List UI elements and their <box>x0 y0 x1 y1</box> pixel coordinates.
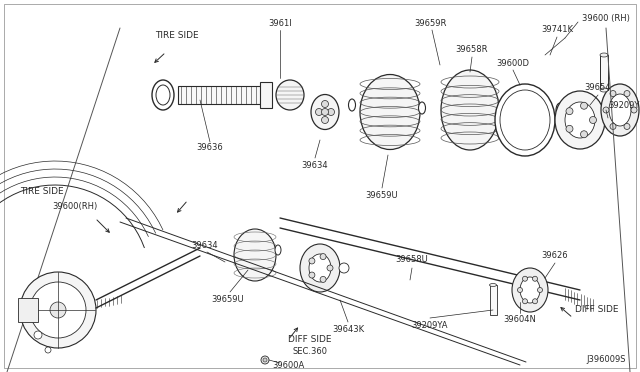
Circle shape <box>309 272 315 278</box>
Text: TIRE SIDE: TIRE SIDE <box>20 187 64 196</box>
Bar <box>430 45 605 220</box>
Circle shape <box>580 102 588 109</box>
Ellipse shape <box>609 94 631 126</box>
Bar <box>260 82 272 108</box>
Circle shape <box>589 116 596 124</box>
Text: 39643K: 39643K <box>332 326 364 334</box>
Circle shape <box>263 358 267 362</box>
Circle shape <box>566 108 573 115</box>
Ellipse shape <box>156 85 170 105</box>
Ellipse shape <box>600 53 608 57</box>
Ellipse shape <box>556 103 564 117</box>
Circle shape <box>538 288 543 292</box>
Ellipse shape <box>441 70 499 150</box>
Ellipse shape <box>152 80 174 110</box>
Ellipse shape <box>311 94 339 129</box>
Text: TIRE SIDE: TIRE SIDE <box>155 32 198 41</box>
Circle shape <box>532 299 538 304</box>
Text: 39600 (RH): 39600 (RH) <box>582 13 630 22</box>
Circle shape <box>610 90 616 97</box>
Circle shape <box>316 109 323 115</box>
Bar <box>18 298 38 322</box>
Ellipse shape <box>349 99 355 111</box>
Text: 39209YA: 39209YA <box>412 321 448 330</box>
Text: 39741K: 39741K <box>541 26 573 35</box>
Text: DIFF SIDE: DIFF SIDE <box>288 336 332 344</box>
Ellipse shape <box>500 90 550 150</box>
Circle shape <box>522 299 527 304</box>
Bar <box>490 285 497 315</box>
Bar <box>600 55 608 90</box>
Circle shape <box>580 131 588 138</box>
Circle shape <box>321 109 328 115</box>
Circle shape <box>309 258 315 264</box>
Ellipse shape <box>309 254 331 282</box>
Ellipse shape <box>275 245 281 255</box>
Ellipse shape <box>276 80 304 110</box>
Circle shape <box>320 276 326 282</box>
Ellipse shape <box>234 229 276 281</box>
Text: 39634: 39634 <box>192 241 218 250</box>
Text: 39636: 39636 <box>196 144 223 153</box>
Circle shape <box>328 109 335 115</box>
Circle shape <box>320 254 326 260</box>
Circle shape <box>321 116 328 124</box>
Text: 39634: 39634 <box>301 160 328 170</box>
Text: 39659U: 39659U <box>365 190 398 199</box>
Circle shape <box>261 356 269 364</box>
Circle shape <box>624 90 630 97</box>
Text: SEC.360: SEC.360 <box>292 347 328 356</box>
Circle shape <box>610 124 616 129</box>
Circle shape <box>327 265 333 271</box>
Circle shape <box>624 124 630 129</box>
Ellipse shape <box>490 283 497 286</box>
Text: 39600A: 39600A <box>272 360 304 369</box>
Text: DIFF SIDE: DIFF SIDE <box>575 305 618 314</box>
Ellipse shape <box>520 277 540 303</box>
Ellipse shape <box>601 84 639 136</box>
Text: 39658R: 39658R <box>456 45 488 55</box>
Circle shape <box>30 282 86 338</box>
Circle shape <box>603 107 609 113</box>
Text: 39659R: 39659R <box>414 19 446 28</box>
Circle shape <box>34 331 42 339</box>
Bar <box>178 86 263 104</box>
Text: 39209Y: 39209Y <box>608 102 639 110</box>
Ellipse shape <box>495 84 555 156</box>
Ellipse shape <box>360 74 420 150</box>
Text: 39604N: 39604N <box>504 315 536 324</box>
Circle shape <box>20 272 96 348</box>
Text: 39626: 39626 <box>541 250 568 260</box>
Circle shape <box>522 276 527 281</box>
Ellipse shape <box>419 102 426 114</box>
Circle shape <box>566 125 573 132</box>
Text: 39600(RH): 39600(RH) <box>52 202 98 211</box>
Circle shape <box>50 302 66 318</box>
Circle shape <box>339 263 349 273</box>
Text: 39658U: 39658U <box>396 256 428 264</box>
Ellipse shape <box>300 244 340 292</box>
Circle shape <box>532 276 538 281</box>
Circle shape <box>631 107 637 113</box>
Ellipse shape <box>555 91 605 149</box>
Ellipse shape <box>512 268 548 312</box>
Circle shape <box>45 347 51 353</box>
Bar <box>118 28 606 223</box>
Ellipse shape <box>600 88 608 92</box>
Text: 3961l: 3961l <box>268 19 292 29</box>
Circle shape <box>321 100 328 108</box>
Text: 39654: 39654 <box>585 83 611 93</box>
Circle shape <box>518 288 522 292</box>
Text: 39600D: 39600D <box>497 58 529 67</box>
Text: 39659U: 39659U <box>212 295 244 305</box>
Text: J396009S: J396009S <box>586 355 626 364</box>
Ellipse shape <box>565 102 595 138</box>
